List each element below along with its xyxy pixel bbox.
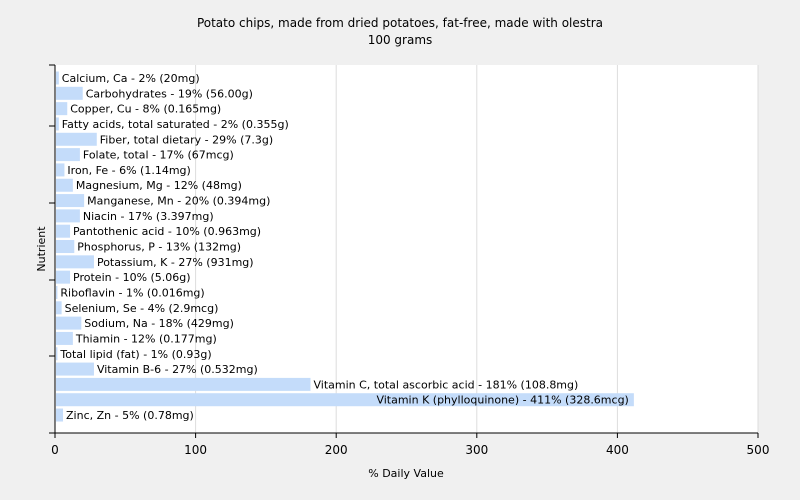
bar-label: Manganese, Mn - 20% (0.394mg) bbox=[87, 195, 270, 208]
bar-label: Fatty acids, total saturated - 2% (0.355… bbox=[62, 118, 289, 131]
bar-label: Riboflavin - 1% (0.016mg) bbox=[60, 286, 204, 299]
y-axis-ticks bbox=[49, 64, 55, 434]
bar bbox=[56, 255, 94, 269]
bar bbox=[56, 132, 97, 146]
bar bbox=[56, 194, 85, 208]
bar-label: Vitamin C, total ascorbic acid - 181% (1… bbox=[313, 378, 578, 391]
y-axis-label: Nutrient bbox=[35, 226, 48, 272]
bars bbox=[56, 71, 634, 422]
bar bbox=[56, 148, 80, 162]
bar-label: Total lipid (fat) - 1% (0.93g) bbox=[59, 348, 211, 361]
chart-subtitle: 100 grams bbox=[368, 33, 433, 47]
x-tick-label: 400 bbox=[606, 443, 629, 457]
bar bbox=[56, 408, 64, 422]
bar-label: Selenium, Se - 4% (2.9mcg) bbox=[65, 302, 219, 315]
bar-labels: Calcium, Ca - 2% (20mg) Carbohydrates - 1… bbox=[59, 72, 628, 422]
bar bbox=[56, 362, 94, 376]
x-tick-label: 300 bbox=[465, 443, 488, 457]
bar bbox=[56, 270, 71, 284]
bar bbox=[56, 86, 83, 100]
bar-label: Magnesium, Mg - 12% (48mg) bbox=[76, 179, 242, 192]
bar-label: Folate, total - 17% (67mcg) bbox=[83, 149, 234, 162]
bar-label: Fiber, total dietary - 29% (7.3g) bbox=[100, 133, 273, 146]
x-axis-label: % Daily Value bbox=[368, 467, 444, 480]
bar bbox=[56, 240, 75, 254]
bar bbox=[56, 377, 311, 391]
x-axis-ticks: 0 100 200 300 400 500 bbox=[51, 433, 769, 457]
x-tick-label: 500 bbox=[747, 443, 770, 457]
bar-label: Phosphorus, P - 13% (132mg) bbox=[77, 241, 241, 254]
bar-label: Copper, Cu - 8% (0.165mg) bbox=[70, 103, 221, 116]
bar-label: Sodium, Na - 18% (429mg) bbox=[84, 317, 234, 330]
bar-label: Pantothenic acid - 10% (0.963mg) bbox=[73, 225, 261, 238]
bar-label: Zinc, Zn - 5% (0.78mg) bbox=[66, 409, 194, 422]
bar-label: Potassium, K - 27% (931mg) bbox=[97, 256, 254, 269]
bar bbox=[56, 301, 62, 315]
bar bbox=[56, 117, 59, 131]
bar-label: Calcium, Ca - 2% (20mg) bbox=[62, 72, 200, 85]
bar-label: Vitamin B-6 - 27% (0.532mg) bbox=[97, 363, 258, 376]
bar-label: Carbohydrates - 19% (56.00g) bbox=[86, 87, 253, 100]
bar bbox=[56, 316, 82, 330]
bar-label: Thiamin - 12% (0.177mg) bbox=[75, 332, 217, 345]
bar-label: Iron, Fe - 6% (1.14mg) bbox=[67, 164, 190, 177]
x-tick-label: 200 bbox=[325, 443, 348, 457]
x-tick-label: 0 bbox=[51, 443, 59, 457]
bar bbox=[56, 224, 71, 238]
plot-area bbox=[55, 65, 758, 433]
bar-label: Protein - 10% (5.06g) bbox=[73, 271, 191, 284]
chart-title: Potato chips, made from dried potatoes, … bbox=[197, 16, 603, 30]
bar bbox=[56, 71, 59, 85]
bar bbox=[56, 347, 58, 361]
grid-lines bbox=[195, 65, 759, 433]
bar bbox=[56, 209, 80, 223]
bar-label: Vitamin K (phylloquinone) - 411% (328.6m… bbox=[376, 394, 628, 407]
bar bbox=[56, 102, 68, 116]
bar bbox=[56, 285, 58, 299]
bar bbox=[56, 163, 65, 177]
bar bbox=[56, 178, 73, 192]
bar-label: Niacin - 17% (3.397mg) bbox=[83, 210, 214, 223]
bar bbox=[56, 393, 634, 407]
bar bbox=[56, 331, 73, 345]
x-tick-label: 100 bbox=[184, 443, 207, 457]
